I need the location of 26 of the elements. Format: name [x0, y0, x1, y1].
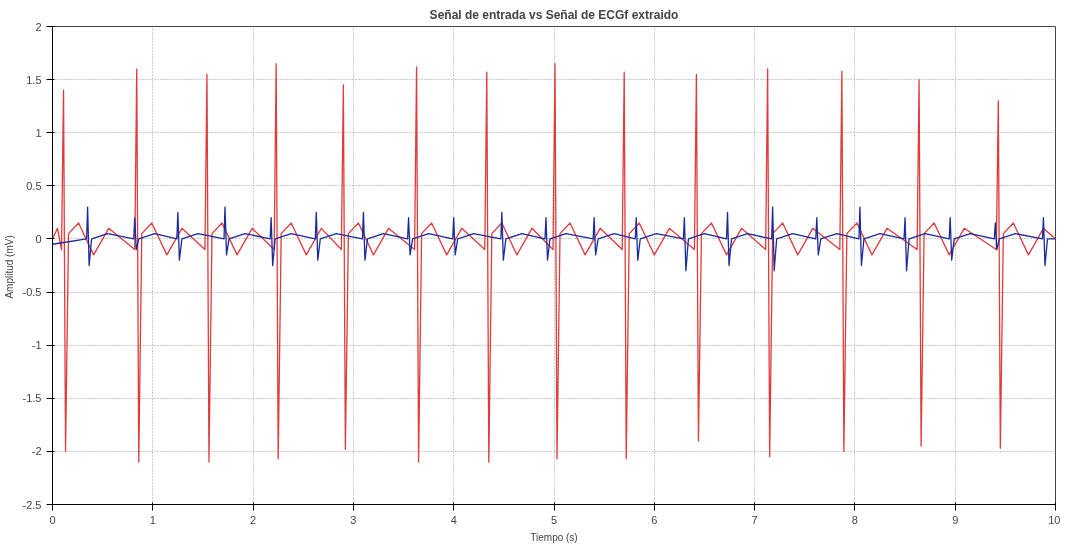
y-tick-label: -2.5 — [22, 498, 42, 511]
x-axis-title: Tiempo (s) — [530, 531, 578, 543]
x-tick-label: 8 — [851, 513, 858, 526]
x-tick-label: 7 — [751, 513, 758, 526]
y-tick-label: 0 — [35, 232, 42, 245]
y-tick-label: -1.5 — [22, 392, 42, 405]
y-axis-title: Amplitud (mV) — [3, 235, 15, 299]
line-series — [52, 63, 1056, 463]
x-tick-label: 6 — [651, 513, 658, 526]
y-tick-label: 1.5 — [26, 73, 42, 86]
y-tick-label: 2 — [35, 20, 42, 33]
x-tick-label: 3 — [350, 513, 357, 526]
y-tick-label: -0.5 — [22, 286, 42, 299]
chart-title: Señal de entrada vs Señal de ECGf extraido — [429, 7, 679, 22]
line-series — [52, 206, 1056, 272]
x-tick-label: 9 — [952, 513, 959, 526]
x-tick-label: 1 — [149, 513, 156, 526]
x-tick-label: 4 — [450, 513, 457, 526]
y-tick-label: 1 — [35, 126, 42, 139]
y-tick-label: 0.5 — [26, 179, 42, 192]
x-tick-label: 2 — [250, 513, 257, 526]
x-tick-label: 0 — [49, 513, 56, 526]
y-tick-label: -1 — [31, 339, 42, 352]
x-tick-label: 5 — [550, 513, 558, 526]
x-tick-label: 10 — [1048, 513, 1061, 526]
y-tick-label: -2 — [31, 445, 42, 458]
